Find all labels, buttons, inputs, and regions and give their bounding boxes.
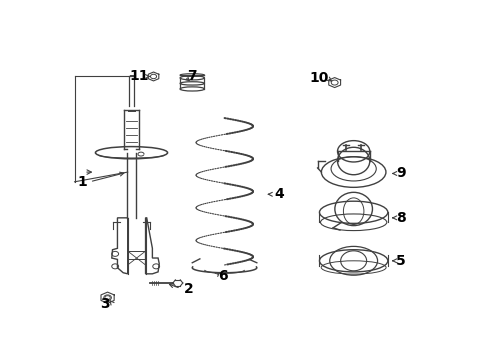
Text: 4: 4 [275,187,285,201]
Text: 7: 7 [188,69,197,84]
Text: 2: 2 [184,282,194,296]
Text: 6: 6 [218,269,227,283]
Text: 5: 5 [396,254,406,268]
Text: 1: 1 [77,175,87,189]
Text: 3: 3 [100,297,110,311]
Text: 9: 9 [396,166,406,180]
Text: 10: 10 [310,71,329,85]
Text: 8: 8 [396,211,406,225]
Text: 11: 11 [129,69,149,84]
